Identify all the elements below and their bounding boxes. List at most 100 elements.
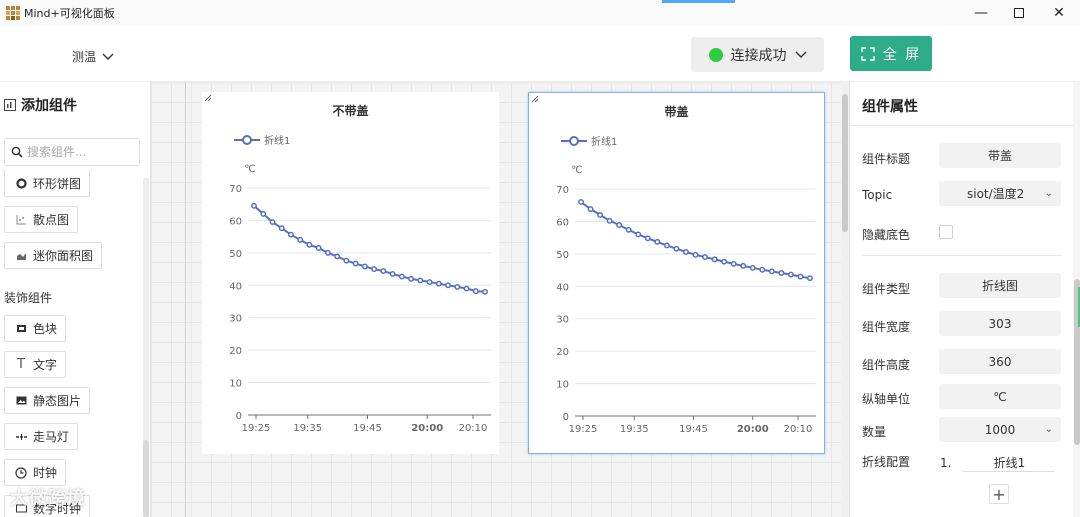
sidebar-item-color-block[interactable]: 色块 xyxy=(4,315,67,342)
x-tick-label: 20:00 xyxy=(411,423,443,434)
divider xyxy=(862,255,1062,256)
y-tick-label: 50 xyxy=(229,249,242,260)
sidebar-item-area-chart[interactable]: 迷你面积图 xyxy=(4,242,103,269)
data-point xyxy=(587,206,594,213)
digital-clock-icon xyxy=(15,503,27,515)
maximize-icon xyxy=(1014,8,1024,18)
dashboard-canvas[interactable]: 不带盖 折线1 ℃ 0 10 20 30 40 50 60 70 19:25 19:35 19:45 20:… xyxy=(151,82,849,517)
minimize-button[interactable]: — xyxy=(974,5,988,21)
chart-title: 带盖 xyxy=(664,104,688,119)
search-input[interactable] xyxy=(27,145,127,159)
canvas-scrollbar[interactable] xyxy=(841,82,849,517)
prop-title-input[interactable]: 带盖 xyxy=(939,143,1061,168)
connection-status-button[interactable]: 连接成功 xyxy=(691,37,824,72)
close-button[interactable]: ✕ xyxy=(1040,0,1078,26)
canvas-scroll-thumb[interactable] xyxy=(842,94,848,232)
prop-topic-select[interactable]: siot/温度2 ⌄ xyxy=(939,181,1061,206)
data-point xyxy=(807,275,813,282)
prop-type-field[interactable]: 折线图 xyxy=(939,273,1061,298)
sidebar-scroll-thumb[interactable] xyxy=(143,440,149,517)
sidebar-item-digital-clock[interactable]: 数字时钟 xyxy=(4,495,91,517)
data-point xyxy=(260,210,267,217)
connected-dot-icon xyxy=(708,47,723,62)
sidebar-item-clock[interactable]: 时钟 xyxy=(4,459,67,486)
data-point xyxy=(324,249,331,256)
legend-label: 折线1 xyxy=(264,134,290,147)
x-tick-label: 19:25 xyxy=(569,424,598,435)
legend-marker xyxy=(569,136,579,146)
data-point xyxy=(597,211,604,218)
sidebar-item-marquee[interactable]: 走马灯 xyxy=(4,423,79,450)
project-name: 测温 xyxy=(72,50,97,64)
data-point xyxy=(635,231,642,238)
data-point xyxy=(644,235,651,242)
prop-unit-input[interactable]: ℃ xyxy=(939,384,1061,409)
sidebar-title: 添加组件 xyxy=(4,95,77,115)
x-tick-label: 20:10 xyxy=(459,423,488,434)
watermark: 大微跨境 xyxy=(10,488,86,509)
sidebar-item-static-image[interactable]: 静态图片 xyxy=(4,387,91,414)
resize-handle-icon[interactable] xyxy=(529,93,539,103)
y-tick-label: 70 xyxy=(556,185,569,196)
prop-width-input[interactable]: 303 xyxy=(939,311,1061,336)
chevron-down-icon xyxy=(102,53,114,60)
y-tick-label: 30 xyxy=(229,314,242,325)
text-icon: T xyxy=(17,357,25,372)
chart-card-2[interactable]: 带盖 折线1 ℃ 0 10 20 30 40 50 60 70 19:25 19:35 19:45 20:0… xyxy=(528,92,825,454)
title-bar: Mind+可视化面板 — ✕ xyxy=(0,0,1080,26)
fullscreen-button[interactable]: 全 屏 xyxy=(850,36,932,71)
prop-label-title: 组件标题 xyxy=(862,152,911,166)
properties-scrollbar[interactable] xyxy=(1073,82,1080,517)
prop-label-series: 折线配置 xyxy=(862,455,911,469)
scatter-icon xyxy=(15,214,27,226)
chevron-down-icon: ⌄ xyxy=(1044,424,1053,435)
sidebar-section-decor: 装饰组件 xyxy=(4,291,53,305)
data-point xyxy=(711,256,718,263)
chart-card-1[interactable]: 不带盖 折线1 ℃ 0 10 20 30 40 50 60 70 19:25 19:35 19:45 20:… xyxy=(202,92,499,454)
data-point xyxy=(730,260,737,267)
sidebar-item-ring-chart[interactable]: 环形饼图 xyxy=(4,170,91,197)
divider xyxy=(850,125,1073,126)
y-tick-label: 30 xyxy=(556,315,569,326)
data-point xyxy=(673,245,680,252)
maximize-button[interactable] xyxy=(1000,0,1038,26)
search-icon xyxy=(11,146,23,158)
series-name-input[interactable]: 折线1 xyxy=(963,454,1056,472)
properties-scroll-thumb[interactable] xyxy=(1074,279,1080,445)
chevron-down-icon xyxy=(795,51,806,58)
properties-panel: 组件属性 组件标题 带盖 Topic siot/温度2 ⌄ 隐藏底色 组件类型 … xyxy=(849,82,1080,517)
hide-background-checkbox[interactable] xyxy=(939,225,953,239)
data-point xyxy=(740,262,747,269)
data-point xyxy=(297,236,304,243)
sidebar-scrollbar[interactable] xyxy=(143,178,149,517)
y-tick-label: 10 xyxy=(229,379,242,390)
data-point xyxy=(269,219,276,226)
data-point xyxy=(683,248,689,255)
x-tick-label: 19:45 xyxy=(353,423,382,434)
prop-count-select[interactable]: 1000 ⌄ xyxy=(939,417,1061,442)
x-tick-label: 19:45 xyxy=(679,424,708,435)
y-tick-label: 40 xyxy=(229,281,242,292)
resize-handle-icon[interactable] xyxy=(202,92,212,102)
prop-label-type: 组件类型 xyxy=(862,282,911,296)
data-point xyxy=(778,270,785,276)
prop-height-input[interactable]: 360 xyxy=(939,349,1061,374)
prop-label-topic: Topic xyxy=(862,188,893,202)
y-axis-unit: ℃ xyxy=(571,165,582,176)
y-tick-label: 40 xyxy=(556,282,569,293)
sidebar-item-scatter[interactable]: 散点图 xyxy=(4,206,79,233)
project-selector[interactable]: 测温 xyxy=(72,48,114,65)
component-search[interactable] xyxy=(4,138,140,166)
data-point xyxy=(797,273,804,280)
add-series-button[interactable]: + xyxy=(989,484,1009,504)
component-sidebar: 添加组件 环形饼图 散点图 迷你面积图 装饰组件 色块 T 文字 静态图片 走马… xyxy=(0,82,151,517)
data-point xyxy=(343,257,350,264)
top-header: 测温 连接成功 全 屏 xyxy=(0,26,1080,82)
prop-label-unit: 纵轴单位 xyxy=(862,392,911,406)
data-point xyxy=(578,199,584,205)
data-point xyxy=(251,202,257,209)
sidebar-item-text[interactable]: T 文字 xyxy=(4,351,67,378)
data-point xyxy=(721,258,728,265)
